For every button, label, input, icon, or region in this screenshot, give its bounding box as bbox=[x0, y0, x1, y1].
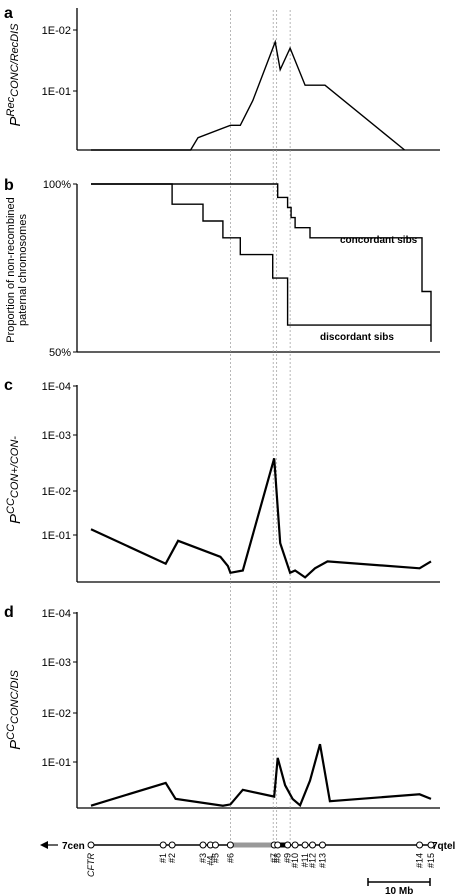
series-lines bbox=[90, 39, 432, 808]
map-marker-15 bbox=[427, 841, 435, 849]
map-marker-8 bbox=[274, 841, 282, 849]
map-marker-5 bbox=[211, 841, 219, 849]
y-tick-label: 1E-02 bbox=[42, 25, 71, 37]
y-tick-label: 1E-04 bbox=[42, 608, 71, 620]
svg-text:PRecCONC/RecDIS: PRecCONC/RecDIS bbox=[5, 23, 24, 127]
gray-segment bbox=[231, 842, 274, 848]
y-tick-label: 1E-01 bbox=[42, 757, 71, 769]
dashed-guides bbox=[230, 10, 291, 845]
map-marker-label: #15 bbox=[426, 853, 436, 868]
svg-text:paternal chromosomes: paternal chromosomes bbox=[17, 214, 29, 326]
y-tick-label: 100% bbox=[43, 179, 71, 191]
panel-label-b: b bbox=[4, 177, 14, 194]
annotation-discordant: discordant sibs bbox=[320, 332, 394, 343]
map-marker-10 bbox=[291, 841, 299, 849]
map-marker-label: #12 bbox=[308, 853, 318, 868]
map-marker-label: #4, bbox=[205, 853, 215, 866]
series-line-1-1 bbox=[91, 183, 431, 326]
axes-group bbox=[76, 8, 440, 809]
chromosome-map: CFTR #1#2 #3#4,#5 #6 #7#8 #9#10 #11#12 #13 #14 #1… bbox=[40, 841, 436, 877]
map-marker-label: #2 bbox=[167, 853, 177, 863]
ylabel-b: Proportion of non-recombined paternal ch… bbox=[5, 197, 29, 343]
map-marker-2 bbox=[168, 841, 176, 849]
map-marker-3 bbox=[199, 841, 207, 849]
map-arrow-head bbox=[40, 841, 48, 849]
scale-bar: 10 Mb bbox=[367, 878, 431, 896]
series-line-0-0 bbox=[91, 39, 406, 151]
svg-text:Proportion of non-recombined: Proportion of non-recombined bbox=[5, 197, 17, 343]
map-marker-label: #5 bbox=[210, 853, 220, 863]
map-marker-label: #11 bbox=[300, 853, 310, 867]
svg-text:PCCCON+/CON-: PCCCON+/CON- bbox=[5, 436, 24, 524]
series-line-3-0 bbox=[90, 743, 432, 808]
y-tick-label: 1E-03 bbox=[42, 430, 71, 442]
annotation-concordant: concordant sibs bbox=[340, 235, 418, 246]
panel-label-c: c bbox=[4, 377, 13, 394]
y-tick-label: 50% bbox=[49, 347, 71, 359]
tick-labels: 1E-02 1E-01 100% 50% 1E-04 1E-03 1E-02 1E-01 1E-… bbox=[42, 25, 77, 769]
ylabel-a: PRecCONC/RecDIS bbox=[5, 23, 24, 127]
map-marker-label: #1 bbox=[158, 853, 168, 863]
map-marker-11 bbox=[301, 841, 309, 849]
ylabel-c: PCCCON+/CON- bbox=[5, 436, 24, 524]
series-line-1-0 bbox=[91, 183, 432, 342]
map-marker-12 bbox=[309, 841, 317, 849]
map-marker-9 bbox=[284, 841, 292, 849]
map-marker-label: #13 bbox=[317, 853, 327, 868]
series-line-2-0 bbox=[90, 458, 432, 579]
map-marker-label: CFTR bbox=[86, 853, 96, 877]
map-left-label: 7cen bbox=[62, 841, 85, 852]
y-tick-label: 1E-04 bbox=[42, 381, 71, 393]
map-marker-0 bbox=[87, 841, 95, 849]
map-marker-label: #7 bbox=[269, 853, 279, 863]
map-marker-label: #14 bbox=[415, 853, 425, 868]
y-tick-label: 1E-03 bbox=[42, 657, 71, 669]
y-tick-label: 1E-02 bbox=[42, 708, 71, 720]
ylabel-d: PCCCONC/DIS bbox=[5, 669, 24, 749]
map-marker-label: #8 bbox=[273, 853, 283, 863]
map-marker-label: #10 bbox=[290, 853, 300, 868]
panel-label-a: a bbox=[4, 5, 13, 22]
map-right-label: 7qtel bbox=[432, 841, 456, 852]
y-tick-label: 1E-01 bbox=[42, 530, 71, 542]
map-marker-6 bbox=[226, 841, 234, 849]
scale-label: 10 Mb bbox=[385, 886, 413, 896]
svg-text:PCCCONC/DIS: PCCCONC/DIS bbox=[5, 669, 24, 749]
map-marker-label: #6 bbox=[225, 853, 235, 863]
map-marker-14 bbox=[416, 841, 424, 849]
y-tick-label: 1E-02 bbox=[42, 486, 71, 498]
map-marker-label: #3 bbox=[198, 853, 208, 863]
y-tick-label: 1E-01 bbox=[42, 86, 71, 98]
map-marker-1 bbox=[159, 841, 167, 849]
panel-label-d: d bbox=[4, 604, 14, 621]
map-marker-13 bbox=[318, 841, 326, 849]
map-marker-label: #9 bbox=[283, 853, 293, 863]
